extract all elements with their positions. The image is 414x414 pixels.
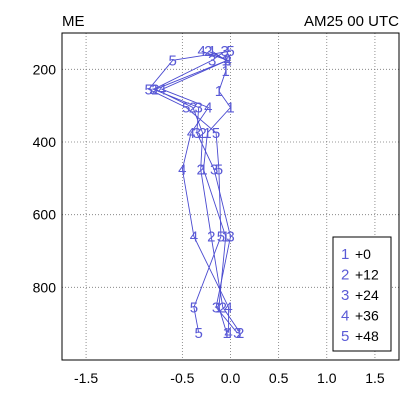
series-2-point-marker: 2: [189, 99, 197, 116]
series-1-point-marker: 1: [226, 99, 234, 116]
series-1-point-marker: 1: [199, 161, 207, 178]
x-tick-label: -1.5: [74, 370, 98, 386]
legend-key-1: 1: [341, 246, 349, 263]
series-4-point-marker: 4: [224, 299, 232, 316]
series-line-1: [203, 50, 232, 333]
series-5-point-marker: 5: [169, 52, 177, 69]
series-line-5: [147, 50, 231, 333]
legend-label-5: +48: [355, 328, 379, 344]
series-4-point-marker: 4: [204, 99, 212, 116]
series-1-point-marker: 1: [215, 299, 223, 316]
x-axis-ticks: -1.5 -0.5 0.0 0.5 1.0 1.5: [74, 370, 385, 386]
series-2-point-marker: 2: [204, 43, 212, 60]
series-5-point-marker: 5: [212, 125, 220, 142]
series-3-point-marker: 3: [221, 43, 229, 60]
legend: 1 +0 2 +12 3 +24 4 +36 5 +48: [332, 236, 392, 352]
y-tick-label: 400: [33, 134, 57, 150]
series-4-point-marker: 4: [190, 228, 198, 245]
series-2-point-marker: 2: [151, 81, 159, 98]
series-5-point-marker: 5: [144, 81, 152, 98]
y-tick-label: 800: [33, 279, 57, 295]
series-5-point-marker: 5: [217, 228, 225, 245]
series-3-point-marker: 3: [195, 99, 203, 116]
series-3-point-marker: 3: [212, 299, 220, 316]
series-1-point-marker: 1: [215, 83, 223, 100]
legend-key-3: 3: [341, 287, 349, 304]
series-2-point-marker: 2: [196, 161, 204, 178]
series-3-point-marker: 3: [210, 161, 218, 178]
series-5-point-marker: 5: [190, 299, 198, 316]
series-group: 1111111111222222222333333333444444444555…: [144, 43, 244, 342]
series-3-point-marker: 3: [193, 125, 201, 142]
grid: [62, 33, 399, 360]
series-1-point-marker: 1: [208, 43, 216, 60]
y-tick-label: 600: [33, 207, 57, 223]
series-4-point-marker: 4: [158, 81, 166, 98]
series-2-point-marker: 2: [219, 299, 227, 316]
series-4-point-marker: 4: [224, 325, 232, 342]
series-1-point-marker: 1: [222, 228, 230, 245]
legend-label-2: +12: [355, 267, 379, 283]
series-2-point-marker: 2: [207, 228, 215, 245]
x-tick-label: 1.0: [317, 370, 337, 386]
x-tick-label: 0.0: [221, 370, 241, 386]
legend-key-5: 5: [341, 328, 349, 345]
series-5-point-marker: 5: [215, 161, 223, 178]
y-axis-ticks: 200 400 600 800: [33, 61, 57, 295]
series-1-point-marker: 1: [222, 325, 230, 342]
series-1-point-marker: 1: [203, 125, 211, 142]
x-tick-label: -0.5: [170, 370, 194, 386]
series-line-2: [154, 50, 241, 334]
series-3-point-marker: 3: [226, 228, 234, 245]
series-3-point-marker: 3: [149, 81, 157, 98]
series-4-point-marker: 4: [178, 161, 186, 178]
series-1-point-marker: 1: [222, 63, 230, 80]
plot-frame: [61, 32, 400, 361]
legend-box: [332, 236, 392, 352]
legend-label-1: +0: [355, 246, 371, 262]
y-tick-label: 200: [33, 61, 57, 77]
x-tick-label: 0.5: [269, 370, 289, 386]
x-tick-label: 1.5: [365, 370, 385, 386]
series-line-4: [160, 50, 230, 333]
legend-key-2: 2: [341, 267, 349, 284]
series-4-point-marker: 4: [187, 125, 195, 142]
series-2-point-marker: 2: [223, 52, 231, 69]
legend-label-4: +36: [355, 308, 379, 324]
series-4-point-marker: 4: [197, 43, 205, 60]
series-4-point-marker: 4: [223, 52, 231, 69]
series-1-point-marker: 1: [222, 52, 230, 69]
series-3-point-marker: 3: [233, 325, 241, 342]
legend-key-4: 4: [341, 308, 349, 325]
series-3-point-marker: 3: [208, 52, 216, 69]
series-5-point-marker: 5: [182, 99, 190, 116]
series-2-point-marker: 2: [198, 125, 206, 142]
series-2-point-marker: 2: [236, 325, 244, 342]
series-5-point-marker: 5: [226, 43, 234, 60]
series-5-point-marker: 5: [195, 325, 203, 342]
header-right-label: AM25 00 UTC: [304, 13, 399, 30]
series-line-3: [152, 50, 238, 334]
header-left-label: ME: [62, 13, 85, 30]
legend-label-3: +24: [355, 287, 379, 303]
